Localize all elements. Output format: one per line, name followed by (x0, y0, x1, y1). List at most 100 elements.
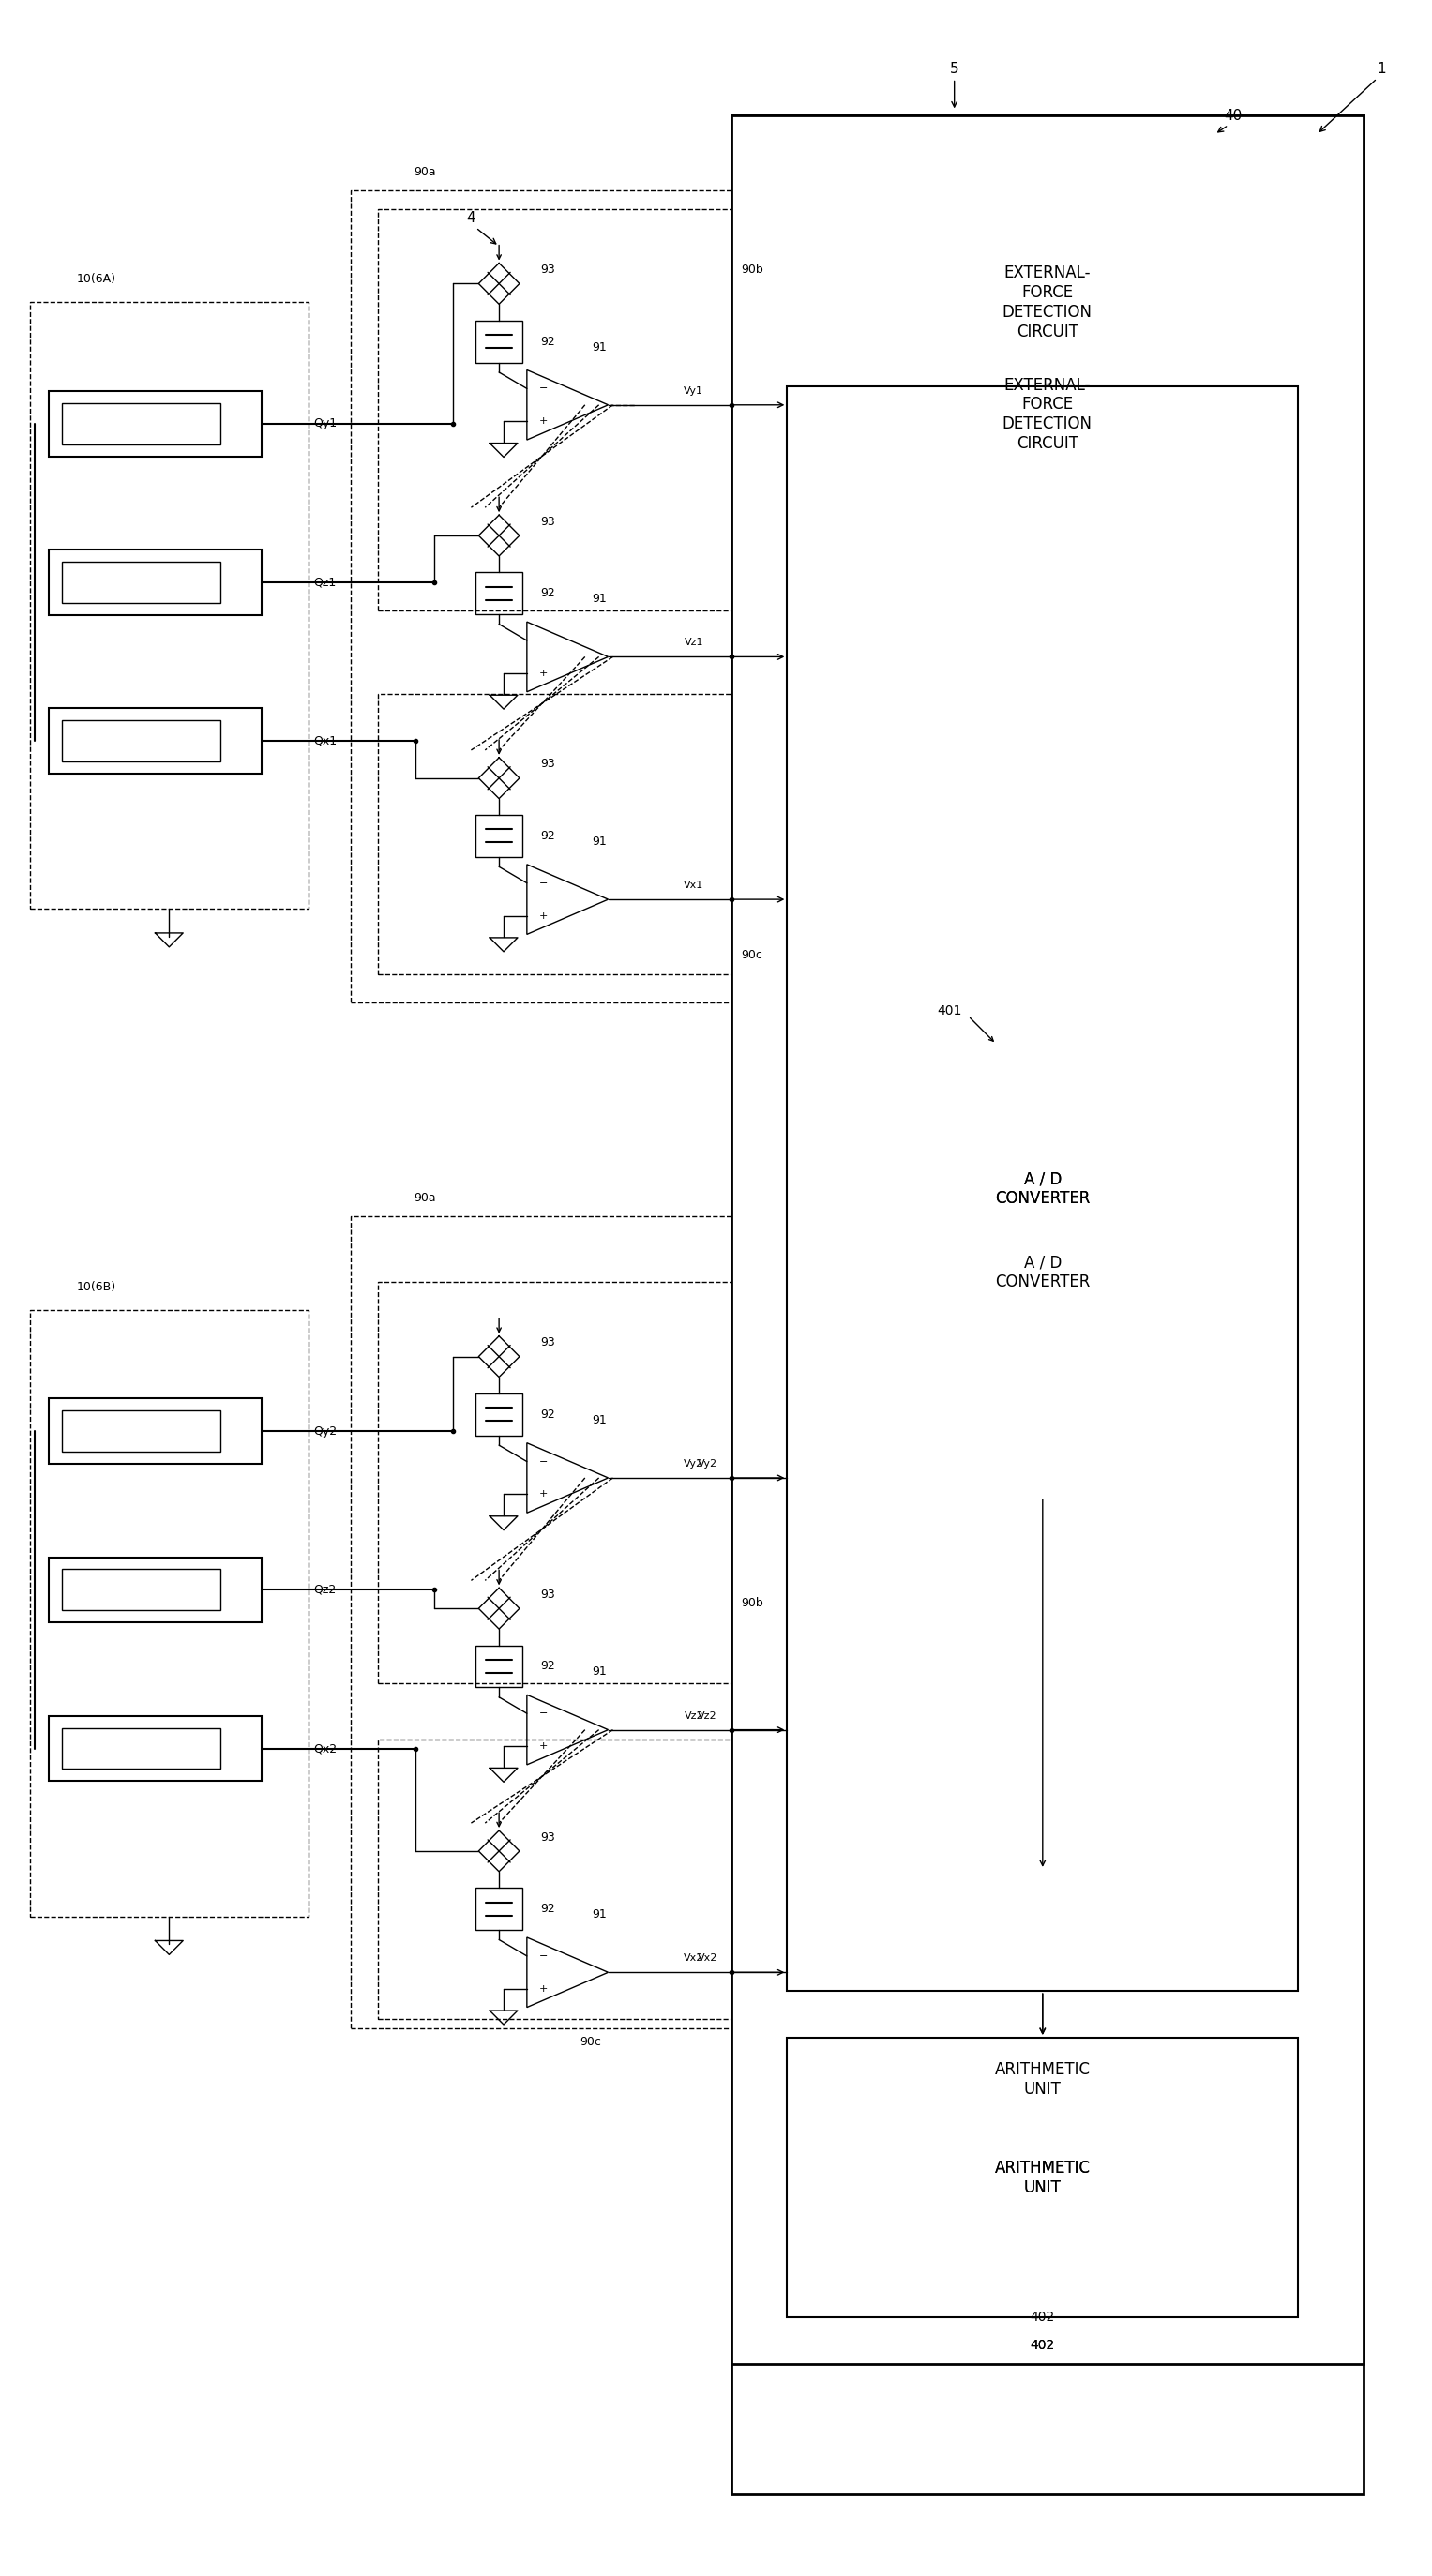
Text: 40: 40 (1224, 108, 1242, 124)
Text: A / D
CONVERTER: A / D CONVERTER (995, 1170, 1090, 1206)
Text: −: − (538, 636, 547, 644)
Text: 93: 93 (541, 515, 556, 528)
Text: EXTERNAL-
FORCE
DETECTION
CIRCUIT: EXTERNAL- FORCE DETECTION CIRCUIT (1002, 265, 1093, 340)
Text: 90a: 90a (414, 165, 435, 178)
Text: Vx1: Vx1 (683, 881, 703, 891)
Text: 92: 92 (541, 1662, 556, 1672)
Bar (475, 1646, 523, 1687)
Bar (378, 1283, 732, 1682)
Text: −: − (538, 878, 547, 889)
Text: −: − (538, 384, 547, 394)
Bar (475, 814, 523, 858)
Text: 92: 92 (541, 1904, 556, 1914)
Text: +: + (538, 667, 547, 677)
Text: 5: 5 (949, 62, 959, 77)
Text: 93: 93 (541, 1337, 556, 1350)
Text: 10(6B): 10(6B) (76, 1280, 116, 1293)
Bar (788, 386, 1299, 1991)
Text: EXTERNAL-
FORCE
DETECTION
CIRCUIT: EXTERNAL- FORCE DETECTION CIRCUIT (1002, 376, 1093, 451)
Text: 4: 4 (467, 211, 475, 224)
Text: Vz1: Vz1 (684, 639, 703, 647)
Text: 92: 92 (541, 829, 556, 842)
Text: Vz2: Vz2 (684, 1710, 703, 1721)
Text: Qy1: Qy1 (314, 417, 337, 430)
Text: +: + (538, 912, 547, 920)
Text: Vz2: Vz2 (697, 1710, 717, 1721)
Bar (30, 301, 308, 909)
Text: 90a: 90a (414, 1193, 435, 1203)
Text: Vy1: Vy1 (683, 386, 703, 397)
Text: +: + (538, 417, 547, 425)
Text: 91: 91 (591, 340, 607, 353)
Text: 401: 401 (938, 1005, 962, 1018)
Text: Vx2: Vx2 (683, 1953, 703, 1963)
Text: 402: 402 (1031, 2339, 1055, 2352)
Text: +: + (538, 1741, 547, 1752)
Text: −: − (538, 1708, 547, 1718)
Text: 93: 93 (541, 1589, 556, 1600)
Bar (49, 549, 262, 616)
Text: Vy2: Vy2 (683, 1458, 703, 1468)
Text: 92: 92 (541, 1409, 556, 1419)
Text: −: − (538, 1953, 547, 1960)
Bar (49, 1716, 262, 1780)
Text: Vx2: Vx2 (697, 1953, 717, 1963)
Text: 402: 402 (1031, 2339, 1055, 2352)
Bar (30, 1311, 308, 1917)
Text: +: + (538, 1489, 547, 1499)
Text: ARITHMETIC
UNIT: ARITHMETIC UNIT (995, 2159, 1090, 2195)
Text: 402: 402 (1031, 2311, 1055, 2324)
Bar (378, 1739, 732, 2020)
Text: 91: 91 (591, 835, 607, 848)
Bar (475, 572, 523, 613)
Text: Vy2: Vy2 (697, 1458, 717, 1468)
Text: 91: 91 (591, 1667, 607, 1677)
Bar (62, 1412, 221, 1453)
Bar (49, 1556, 262, 1623)
Text: 90b: 90b (740, 263, 763, 276)
Bar (62, 1728, 221, 1770)
Bar (378, 693, 732, 974)
Bar (62, 721, 221, 762)
Bar (732, 116, 1363, 2365)
Text: Qx2: Qx2 (314, 1741, 337, 1754)
Text: ARITHMETIC
UNIT: ARITHMETIC UNIT (995, 2159, 1090, 2195)
Bar (62, 562, 221, 603)
Text: 92: 92 (541, 335, 556, 348)
Text: A / D
CONVERTER: A / D CONVERTER (995, 1255, 1090, 1291)
Bar (788, 386, 1299, 1991)
Text: 91: 91 (591, 1414, 607, 1427)
Bar (49, 392, 262, 456)
Text: Qx1: Qx1 (314, 734, 337, 747)
Bar (475, 1394, 523, 1435)
Bar (351, 191, 759, 1002)
Text: 90c: 90c (580, 2035, 601, 2048)
Bar (62, 1569, 221, 1610)
Text: ARITHMETIC
UNIT: ARITHMETIC UNIT (995, 2061, 1090, 2097)
Bar (475, 1888, 523, 1929)
Bar (732, 116, 1363, 2494)
Text: 92: 92 (541, 587, 556, 600)
Text: 91: 91 (591, 592, 607, 605)
Bar (788, 1048, 1299, 1497)
Text: 93: 93 (541, 263, 556, 276)
Text: Qz1: Qz1 (314, 577, 337, 587)
Text: 91: 91 (591, 1909, 607, 1922)
Text: 1: 1 (1378, 62, 1386, 77)
Bar (351, 1216, 759, 2027)
Bar (62, 402, 221, 443)
Text: 93: 93 (541, 1832, 556, 1844)
Text: Qz2: Qz2 (314, 1584, 337, 1597)
Text: −: − (538, 1458, 547, 1466)
Text: A / D
CONVERTER: A / D CONVERTER (995, 1170, 1090, 1206)
Text: 90c: 90c (740, 951, 762, 961)
Text: Qy2: Qy2 (314, 1425, 337, 1437)
Bar (378, 209, 732, 611)
Bar (788, 2038, 1299, 2318)
Bar (788, 2038, 1299, 2318)
Text: 10(6A): 10(6A) (76, 273, 116, 286)
Text: +: + (538, 1984, 547, 1994)
Text: 90b: 90b (740, 1597, 763, 1610)
Bar (475, 319, 523, 363)
Bar (49, 1399, 262, 1463)
